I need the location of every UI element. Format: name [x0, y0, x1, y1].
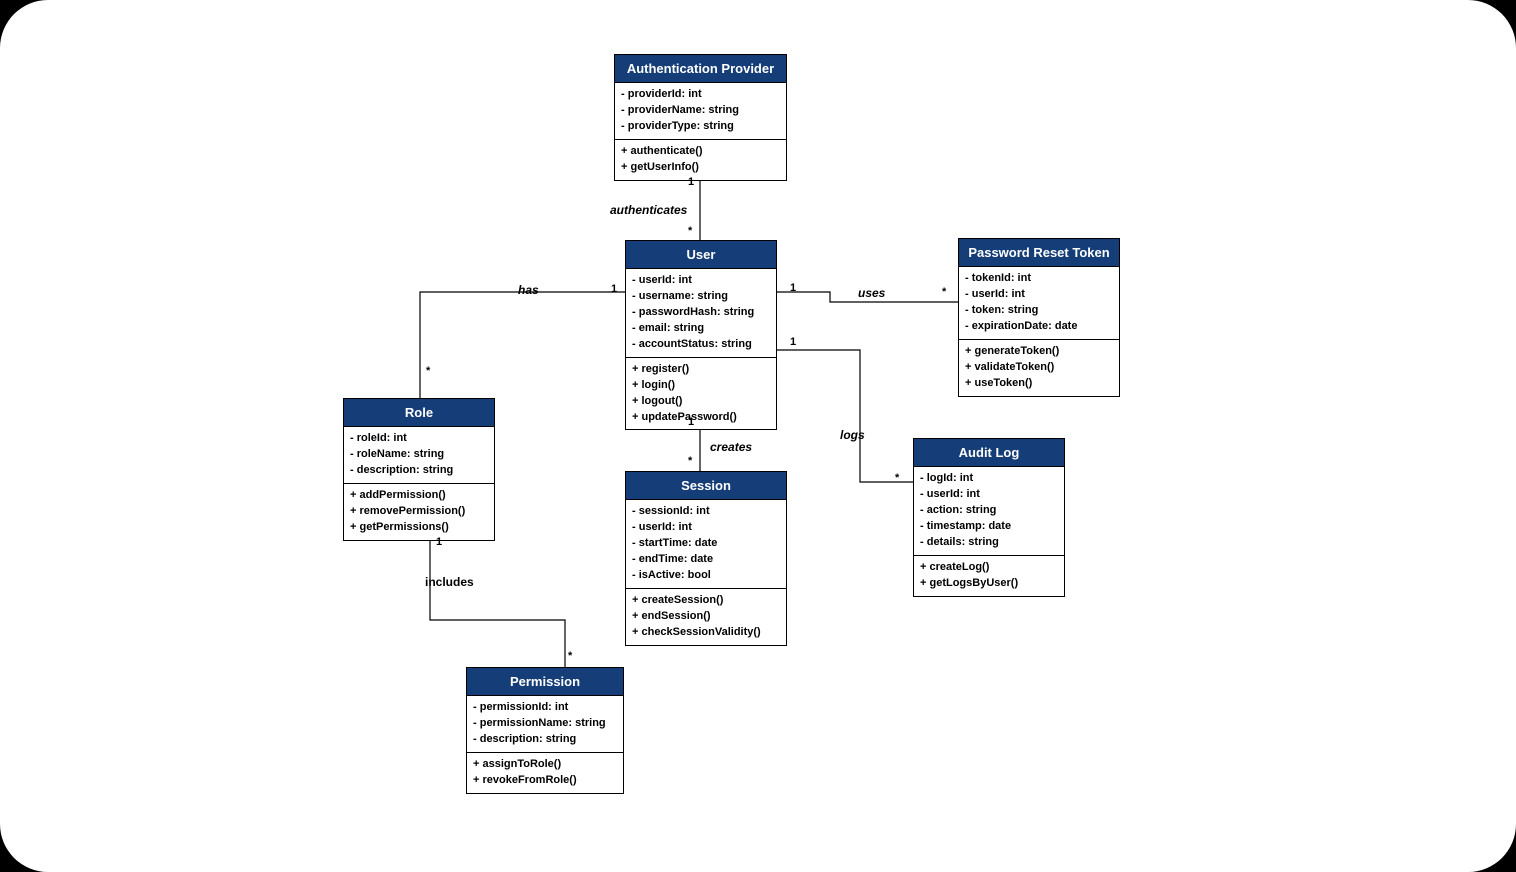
multiplicity: * — [942, 286, 946, 298]
class-permission: Permission - permissionId: int- permissi… — [466, 667, 624, 794]
class-methods: + authenticate()+ getUserInfo() — [615, 139, 786, 180]
class-method: + revokeFromRole() — [473, 773, 617, 789]
class-attributes: - providerId: int- providerName: string-… — [615, 82, 786, 139]
class-attribute: - logId: int — [920, 471, 1058, 487]
class-attribute: - permissionName: string — [473, 716, 617, 732]
edge-label-authenticates: authenticates — [610, 203, 687, 217]
class-attribute: - roleId: int — [350, 431, 488, 447]
class-attribute: - userId: int — [632, 273, 770, 289]
class-method: + useToken() — [965, 376, 1113, 392]
class-methods: + createSession()+ endSession()+ checkSe… — [626, 588, 786, 645]
class-method: + logout() — [632, 394, 770, 410]
multiplicity: * — [568, 650, 572, 662]
class-title: Session — [626, 472, 786, 499]
multiplicity: 1 — [790, 336, 796, 348]
class-method: + getUserInfo() — [621, 160, 780, 176]
uml-canvas: Authentication Provider - providerId: in… — [0, 0, 1516, 872]
class-method: + endSession() — [632, 609, 780, 625]
multiplicity: * — [688, 225, 692, 237]
class-attribute: - passwordHash: string — [632, 305, 770, 321]
class-method: + checkSessionValidity() — [632, 625, 780, 641]
class-attribute: - providerName: string — [621, 103, 780, 119]
multiplicity: 1 — [688, 176, 694, 188]
multiplicity: 1 — [688, 416, 694, 428]
class-attributes: - sessionId: int- userId: int- startTime… — [626, 499, 786, 588]
class-method: + updatePassword() — [632, 410, 770, 426]
edge-logs — [777, 350, 913, 482]
class-attribute: - providerId: int — [621, 87, 780, 103]
class-methods: + generateToken()+ validateToken()+ useT… — [959, 339, 1119, 396]
class-attribute: - description: string — [473, 732, 617, 748]
class-methods: + createLog()+ getLogsByUser() — [914, 555, 1064, 596]
class-authentication-provider: Authentication Provider - providerId: in… — [614, 54, 787, 181]
class-attribute: - action: string — [920, 503, 1058, 519]
class-attributes: - tokenId: int- userId: int- token: stri… — [959, 266, 1119, 339]
class-title: User — [626, 241, 776, 268]
class-attribute: - userId: int — [965, 287, 1113, 303]
class-role: Role - roleId: int- roleName: string- de… — [343, 398, 495, 541]
class-method: + assignToRole() — [473, 757, 617, 773]
class-attribute: - roleName: string — [350, 447, 488, 463]
class-title: Password Reset Token — [959, 239, 1119, 266]
class-methods: + addPermission()+ removePermission()+ g… — [344, 483, 494, 540]
class-attribute: - endTime: date — [632, 552, 780, 568]
class-session: Session - sessionId: int- userId: int- s… — [625, 471, 787, 646]
class-title: Authentication Provider — [615, 55, 786, 82]
edge-has — [420, 292, 625, 398]
class-method: + generateToken() — [965, 344, 1113, 360]
class-attribute: - startTime: date — [632, 536, 780, 552]
class-attribute: - username: string — [632, 289, 770, 305]
class-method: + addPermission() — [350, 488, 488, 504]
class-attribute: - userId: int — [920, 487, 1058, 503]
class-audit-log: Audit Log - logId: int- userId: int- act… — [913, 438, 1065, 597]
multiplicity: 1 — [436, 536, 442, 548]
multiplicity: * — [426, 365, 430, 377]
class-method: + validateToken() — [965, 360, 1113, 376]
class-attribute: - accountStatus: string — [632, 337, 770, 353]
multiplicity: * — [895, 472, 899, 484]
class-attributes: - roleId: int- roleName: string- descrip… — [344, 426, 494, 483]
edge-label-logs: logs — [840, 428, 865, 442]
edge-label-uses: uses — [858, 286, 885, 300]
class-method: + getLogsByUser() — [920, 576, 1058, 592]
class-attribute: - providerType: string — [621, 119, 780, 135]
class-method: + removePermission() — [350, 504, 488, 520]
class-methods: + assignToRole()+ revokeFromRole() — [467, 752, 623, 793]
class-password-reset-token: Password Reset Token - tokenId: int- use… — [958, 238, 1120, 397]
edge-label-includes: includes — [425, 575, 474, 589]
multiplicity: * — [688, 455, 692, 467]
class-attribute: - token: string — [965, 303, 1113, 319]
class-attribute: - userId: int — [632, 520, 780, 536]
multiplicity: 1 — [611, 283, 617, 295]
class-user: User - userId: int- username: string- pa… — [625, 240, 777, 430]
class-attribute: - tokenId: int — [965, 271, 1113, 287]
class-method: + authenticate() — [621, 144, 780, 160]
class-method: + register() — [632, 362, 770, 378]
class-title: Audit Log — [914, 439, 1064, 466]
class-title: Role — [344, 399, 494, 426]
class-method: + getPermissions() — [350, 520, 488, 536]
class-attribute: - sessionId: int — [632, 504, 780, 520]
class-attribute: - permissionId: int — [473, 700, 617, 716]
edge-label-creates: creates — [710, 440, 752, 454]
class-attribute: - expirationDate: date — [965, 319, 1113, 335]
multiplicity: 1 — [790, 282, 796, 294]
class-attribute: - isActive: bool — [632, 568, 780, 584]
class-methods: + register()+ login()+ logout()+ updateP… — [626, 357, 776, 430]
class-attribute: - details: string — [920, 535, 1058, 551]
class-attributes: - logId: int- userId: int- action: strin… — [914, 466, 1064, 555]
class-attributes: - userId: int- username: string- passwor… — [626, 268, 776, 357]
edge-includes — [430, 533, 565, 667]
class-method: + login() — [632, 378, 770, 394]
class-attribute: - email: string — [632, 321, 770, 337]
class-title: Permission — [467, 668, 623, 695]
class-attribute: - description: string — [350, 463, 488, 479]
class-attribute: - timestamp: date — [920, 519, 1058, 535]
class-attributes: - permissionId: int- permissionName: str… — [467, 695, 623, 752]
edge-label-has: has — [518, 283, 539, 297]
class-method: + createSession() — [632, 593, 780, 609]
class-method: + createLog() — [920, 560, 1058, 576]
